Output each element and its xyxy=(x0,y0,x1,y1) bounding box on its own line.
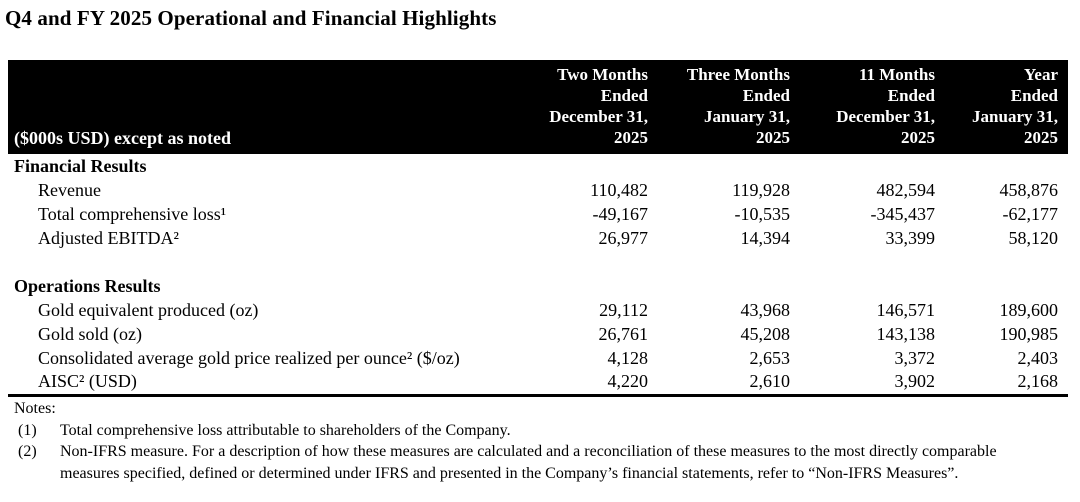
row-label: Gold sold (oz) xyxy=(38,323,142,344)
value-cell: 4,220 xyxy=(468,370,648,395)
section-heading: Financial Results xyxy=(14,155,147,176)
value-cell: 4,128 xyxy=(607,347,649,368)
table-row-adjusted-ebitda: Adjusted EBITDA² 26,977 14,394 33,399 58… xyxy=(8,226,1068,250)
section-row-operations-results: Operations Results xyxy=(8,274,1068,298)
table-row-consolidated-average-gold-price: Consolidated average gold price realized… xyxy=(8,346,1068,370)
table-row-aisc: AISC² (USD) 4,220 2,610 3,902 2,168 xyxy=(8,370,1068,395)
table-row-gold-equivalent-produced: Gold equivalent produced (oz) 29,112 43,… xyxy=(8,298,1068,322)
header-label-units: ($000s USD) except as noted xyxy=(8,60,468,154)
value-cell: 190,985 xyxy=(999,323,1059,344)
row-label: Consolidated average gold price realized… xyxy=(38,347,460,368)
value-cell: 458,876 xyxy=(999,179,1059,200)
value-cell: 482,594 xyxy=(876,179,936,200)
row-label: Total comprehensive loss¹ xyxy=(38,203,227,224)
spacer-row xyxy=(8,250,1068,274)
table-body: Financial Results Revenue 110,482 119,92… xyxy=(8,154,1068,395)
value-cell: 143,138 xyxy=(876,323,936,344)
value-cell: 110,482 xyxy=(590,179,648,200)
header-col-11-months-ended: 11 Months Ended December 31, 2025 xyxy=(790,60,935,154)
value-cell: 146,571 xyxy=(876,299,936,320)
row-label: Adjusted EBITDA² xyxy=(38,227,179,248)
value-cell: 2,610 xyxy=(648,370,790,395)
value-cell: 26,761 xyxy=(598,323,649,344)
header-row: ($000s USD) except as noted Two Months E… xyxy=(8,60,1068,154)
table-bottom-rule xyxy=(8,394,1068,397)
value-cell: 45,208 xyxy=(740,323,791,344)
value-cell: 2,168 xyxy=(935,370,1068,395)
value-cell: -10,535 xyxy=(734,203,791,224)
header-col-two-months-ended: Two Months Ended December 31, 2025 xyxy=(468,60,648,154)
table-header: ($000s USD) except as noted Two Months E… xyxy=(8,60,1068,154)
financial-highlights-table: ($000s USD) except as noted Two Months E… xyxy=(8,60,1068,395)
table-row-revenue: Revenue 110,482 119,928 482,594 458,876 xyxy=(8,178,1068,202)
value-cell: -49,167 xyxy=(592,203,649,224)
note-text: Non-IFRS measure. For a description of h… xyxy=(60,443,997,482)
page-title: Q4 and FY 2025 Operational and Financial… xyxy=(5,6,497,30)
notes-section: Notes: (1) Total comprehensive loss attr… xyxy=(8,398,1070,484)
value-cell: 14,394 xyxy=(740,227,791,248)
value-cell: 33,399 xyxy=(885,227,936,248)
table-row-total-comprehensive-loss: Total comprehensive loss¹ -49,167 -10,53… xyxy=(8,202,1068,226)
value-cell: -62,177 xyxy=(1002,203,1059,224)
note-item-2: (2) Non-IFRS measure. For a description … xyxy=(8,441,1070,484)
value-cell: 43,968 xyxy=(740,299,791,320)
header-col-three-months-ended: Three Months Ended January 31, 2025 xyxy=(648,60,790,154)
header-col-year-ended: Year Ended January 31, 2025 xyxy=(935,60,1068,154)
row-label: Revenue xyxy=(38,179,101,200)
notes-heading: Notes: xyxy=(14,400,56,417)
value-cell: 2,653 xyxy=(749,347,791,368)
value-cell: 3,902 xyxy=(790,370,935,395)
value-cell: -345,437 xyxy=(870,203,936,224)
section-row-financial-results: Financial Results xyxy=(8,154,1068,178)
row-label: Gold equivalent produced (oz) xyxy=(38,299,259,320)
note-text: Total comprehensive loss attributable to… xyxy=(60,421,511,439)
note-item-1: (1) Total comprehensive loss attributabl… xyxy=(8,420,1070,442)
note-marker: (2) xyxy=(18,443,37,460)
section-heading: Operations Results xyxy=(14,275,161,296)
value-cell: 119,928 xyxy=(732,179,790,200)
value-cell: 26,977 xyxy=(598,227,649,248)
table-row-gold-sold: Gold sold (oz) 26,761 45,208 143,138 190… xyxy=(8,322,1068,346)
row-label: AISC² (USD) xyxy=(8,370,468,395)
value-cell: 189,600 xyxy=(999,299,1059,320)
value-cell: 58,120 xyxy=(1008,227,1059,248)
note-marker: (1) xyxy=(18,421,37,439)
value-cell: 2,403 xyxy=(1017,347,1059,368)
value-cell: 29,112 xyxy=(599,299,648,320)
value-cell: 3,372 xyxy=(894,347,936,368)
